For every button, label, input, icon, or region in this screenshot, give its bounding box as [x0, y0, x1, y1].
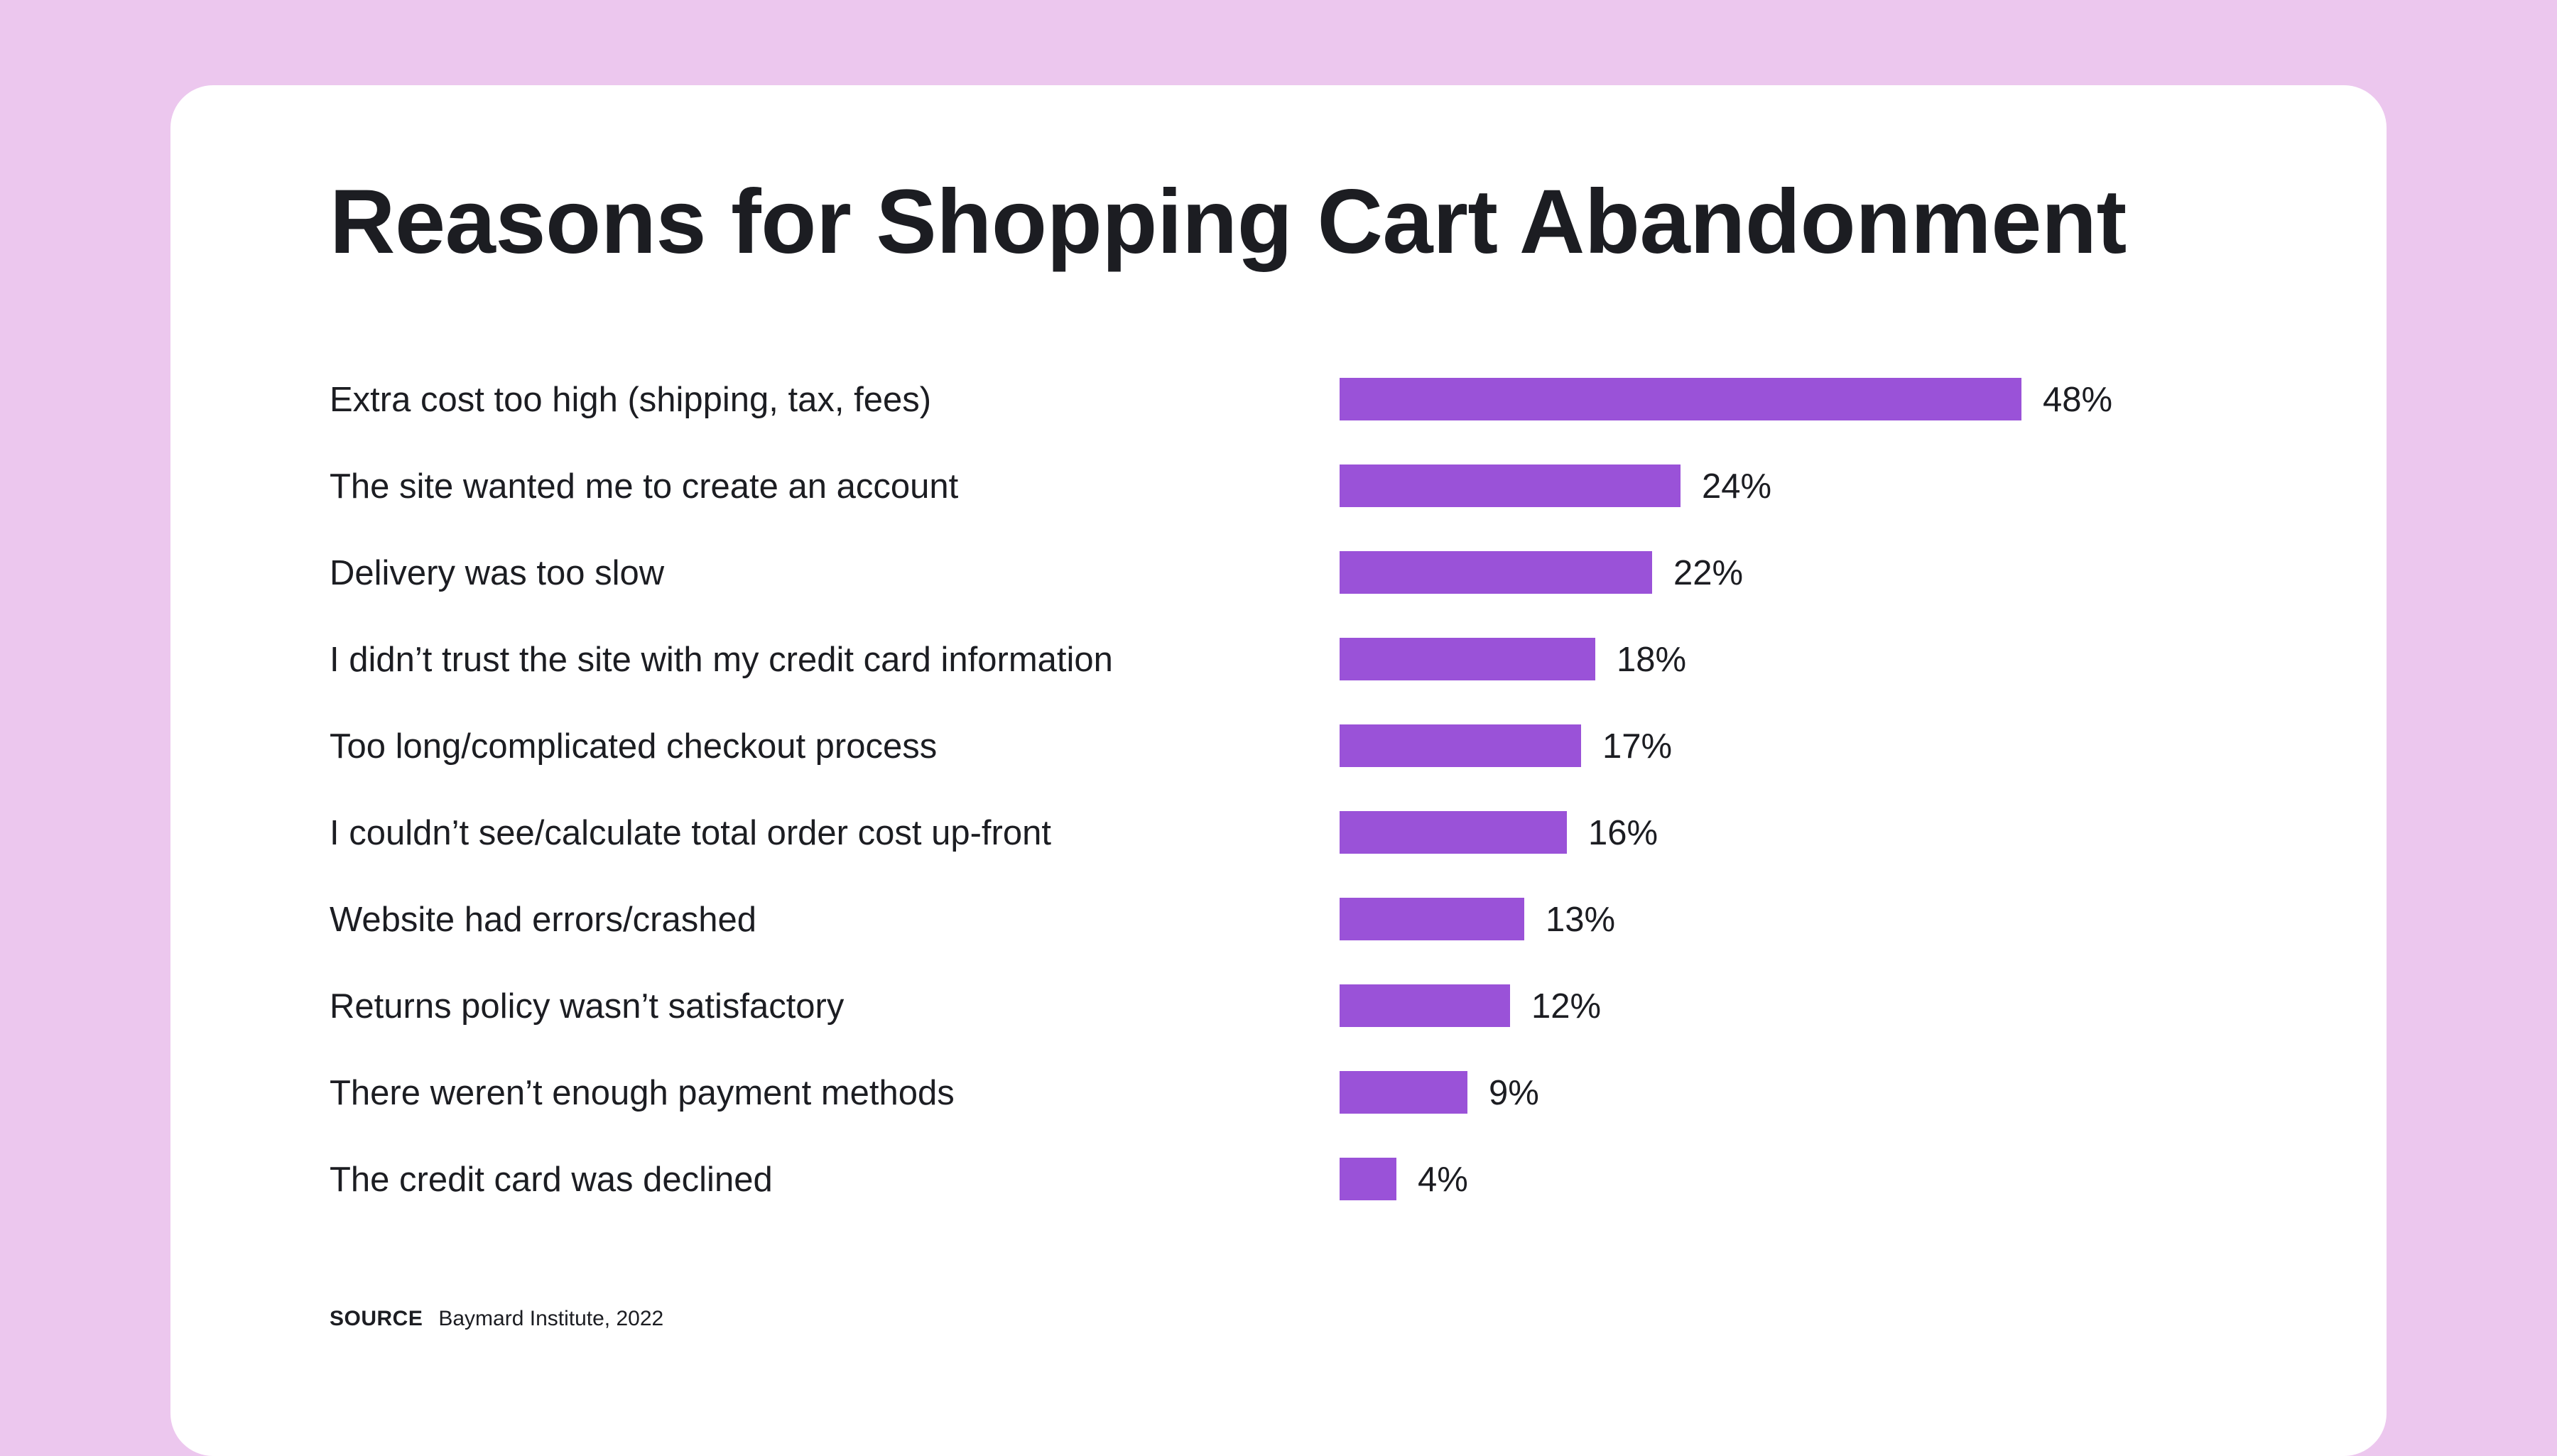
value-label: 24%: [1702, 467, 1771, 506]
bar: [1340, 898, 1524, 940]
value-label: 12%: [1531, 987, 1601, 1026]
value-label: 16%: [1588, 814, 1658, 852]
value-label: 22%: [1673, 554, 1743, 592]
value-label: 4%: [1418, 1161, 1468, 1199]
category-label: Delivery was too slow: [330, 554, 665, 592]
category-label: I didn’t trust the site with my credit c…: [330, 641, 1113, 679]
bar: [1340, 378, 2021, 420]
bar: [1340, 811, 1567, 854]
category-label: The credit card was declined: [330, 1161, 773, 1199]
bar: [1340, 724, 1581, 767]
bar: [1340, 1071, 1467, 1114]
bar: [1340, 984, 1510, 1027]
bar-chart: Extra cost too high (shipping, tax, fees…: [330, 378, 2112, 1200]
category-label: The site wanted me to create an account: [330, 467, 959, 506]
chart-card: [170, 85, 2387, 1456]
bar: [1340, 1158, 1396, 1200]
value-label: 17%: [1602, 727, 1672, 766]
source-text: Baymard Institute, 2022: [438, 1307, 664, 1330]
value-label: 13%: [1546, 901, 1615, 939]
value-label: 48%: [2043, 381, 2112, 419]
value-label: 9%: [1489, 1074, 1539, 1112]
bar: [1340, 464, 1681, 507]
category-label: I couldn’t see/calculate total order cos…: [330, 814, 1051, 852]
bar: [1340, 551, 1652, 594]
bar: [1340, 638, 1595, 680]
value-label: 18%: [1617, 641, 1686, 679]
category-label: There weren’t enough payment methods: [330, 1074, 955, 1112]
category-label: Extra cost too high (shipping, tax, fees…: [330, 381, 931, 419]
source-label: SOURCE: [330, 1307, 423, 1330]
category-label: Returns policy wasn’t satisfactory: [330, 987, 845, 1026]
category-label: Too long/complicated checkout process: [330, 727, 937, 766]
chart-title: Reasons for Shopping Cart Abandonment: [330, 171, 2127, 273]
source-note: SOURCE Baymard Institute, 2022: [330, 1307, 663, 1331]
category-label: Website had errors/crashed: [330, 901, 756, 939]
